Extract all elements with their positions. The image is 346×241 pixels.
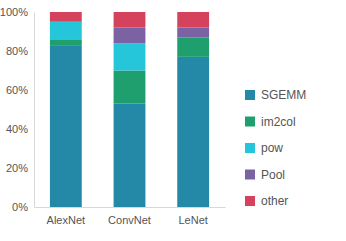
legend-label: im2col <box>261 115 296 129</box>
legend-item: im2col <box>245 115 296 129</box>
series-bars <box>50 22 146 71</box>
y-tick-label: 100% <box>0 6 28 18</box>
bar-segment <box>50 45 82 207</box>
legend-label: Pool <box>261 168 285 182</box>
y-axis-line <box>34 13 35 208</box>
legend-item: other <box>245 194 288 208</box>
x-axis: AlexNet ConvNet LeNet <box>35 207 226 226</box>
y-tick: 60% <box>6 84 34 96</box>
x-tick-label: ConvNet <box>108 214 151 226</box>
plot: 0% 20% 40% 60% 80% 100% AlexNet ConvNet LeNet <box>0 6 226 226</box>
y-tick: 20% <box>6 162 34 174</box>
legend-item: pow <box>245 141 283 155</box>
legend-label: SGEMM <box>261 88 306 102</box>
bar-segment <box>114 28 146 44</box>
y-tick: 80% <box>6 45 34 57</box>
legend-swatch <box>245 196 255 206</box>
y-tick-label: 40% <box>6 123 28 135</box>
legend-swatch <box>245 170 255 180</box>
x-tick: LeNet <box>178 207 207 226</box>
legend-label: pow <box>261 141 283 155</box>
bar-segment <box>50 22 82 40</box>
legend-label: other <box>261 194 288 208</box>
bar-segment <box>114 12 146 28</box>
y-tick-label: 0% <box>12 201 28 213</box>
y-tick: 40% <box>6 123 34 135</box>
x-tick-label: AlexNet <box>47 214 86 226</box>
legend-swatch <box>245 90 255 100</box>
bar-segment <box>177 37 209 57</box>
y-tick: 0% <box>12 201 34 213</box>
x-tick: AlexNet <box>47 207 86 226</box>
bar-segment <box>177 57 209 207</box>
legend-item: SGEMM <box>245 88 306 102</box>
series-bars <box>114 28 209 44</box>
bar-segment <box>177 12 209 28</box>
series-bars <box>50 37 209 103</box>
bar-segment <box>50 12 82 22</box>
bar-segment <box>114 71 146 104</box>
y-tick: 100% <box>0 6 34 18</box>
x-axis-line <box>35 207 226 208</box>
legend-item: Pool <box>245 168 285 182</box>
x-tick-label: LeNet <box>178 214 207 226</box>
bar-segment <box>114 43 146 70</box>
legend-swatch <box>245 117 255 127</box>
y-axis: 0% 20% 40% 60% 80% 100% <box>0 6 35 213</box>
bar-segment <box>50 39 82 45</box>
legend-swatch <box>245 143 255 153</box>
bar-segment <box>114 104 146 207</box>
y-tick-label: 60% <box>6 84 28 96</box>
bars <box>50 12 209 207</box>
y-tick-label: 80% <box>6 45 28 57</box>
legend: SGEMM im2col pow Pool other <box>245 88 306 208</box>
chart: 0% 20% 40% 60% 80% 100% AlexNet ConvNet LeNet SGE… <box>0 0 346 241</box>
bar-segment <box>177 28 209 38</box>
x-tick: ConvNet <box>108 207 151 226</box>
series-bars <box>50 12 209 28</box>
y-tick-label: 20% <box>6 162 28 174</box>
